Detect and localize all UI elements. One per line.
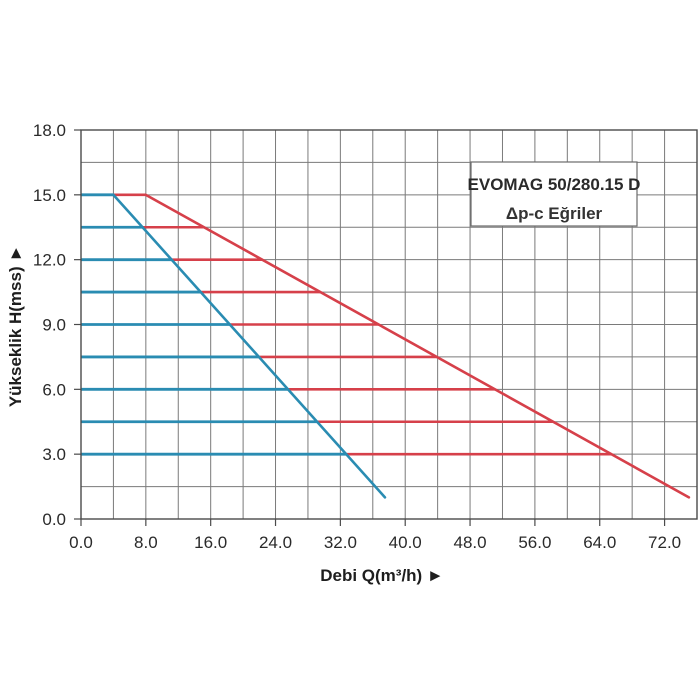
y-tick-label: 12.0 bbox=[33, 251, 66, 270]
blue-curve bbox=[112, 193, 387, 499]
chart-title: EVOMAG 50/280.15 D bbox=[468, 175, 641, 194]
x-tick-label: 0.0 bbox=[69, 533, 93, 552]
x-tick-labels: 0.0 8.0 16.0 24.0 32.0 40.0 48.0 56.0 64.0 72.0 bbox=[69, 519, 681, 552]
x-tick-label: 72.0 bbox=[648, 533, 681, 552]
x-tick-label: 8.0 bbox=[134, 533, 158, 552]
x-tick-label: 48.0 bbox=[454, 533, 487, 552]
y-tick-label: 18.0 bbox=[33, 121, 66, 140]
x-axis-title: Debi Q(m³/h) ► bbox=[320, 566, 444, 585]
legend-box: EVOMAG 50/280.15 D Δp-c Eğriler bbox=[468, 161, 641, 227]
x-tick-label: 64.0 bbox=[583, 533, 616, 552]
x-tick-label: 56.0 bbox=[518, 533, 551, 552]
y-tick-label: 6.0 bbox=[42, 380, 66, 399]
x-tick-label: 16.0 bbox=[194, 533, 227, 552]
x-tick-label: 24.0 bbox=[259, 533, 292, 552]
x-tick-label: 32.0 bbox=[324, 533, 357, 552]
red-curve bbox=[144, 193, 691, 499]
y-tick-labels: 0.0 3.0 6.0 9.0 12.0 15.0 18.0 bbox=[33, 121, 81, 529]
y-tick-label: 0.0 bbox=[42, 510, 66, 529]
curve-lines bbox=[81, 193, 691, 499]
y-tick-label: 15.0 bbox=[33, 186, 66, 205]
x-tick-label: 40.0 bbox=[389, 533, 422, 552]
y-tick-label: 3.0 bbox=[42, 445, 66, 464]
y-tick-label: 9.0 bbox=[42, 316, 66, 335]
y-axis-title: Yükseklik H(mss) ► bbox=[6, 245, 25, 407]
chart-subtitle: Δp-c Eğriler bbox=[506, 204, 603, 223]
